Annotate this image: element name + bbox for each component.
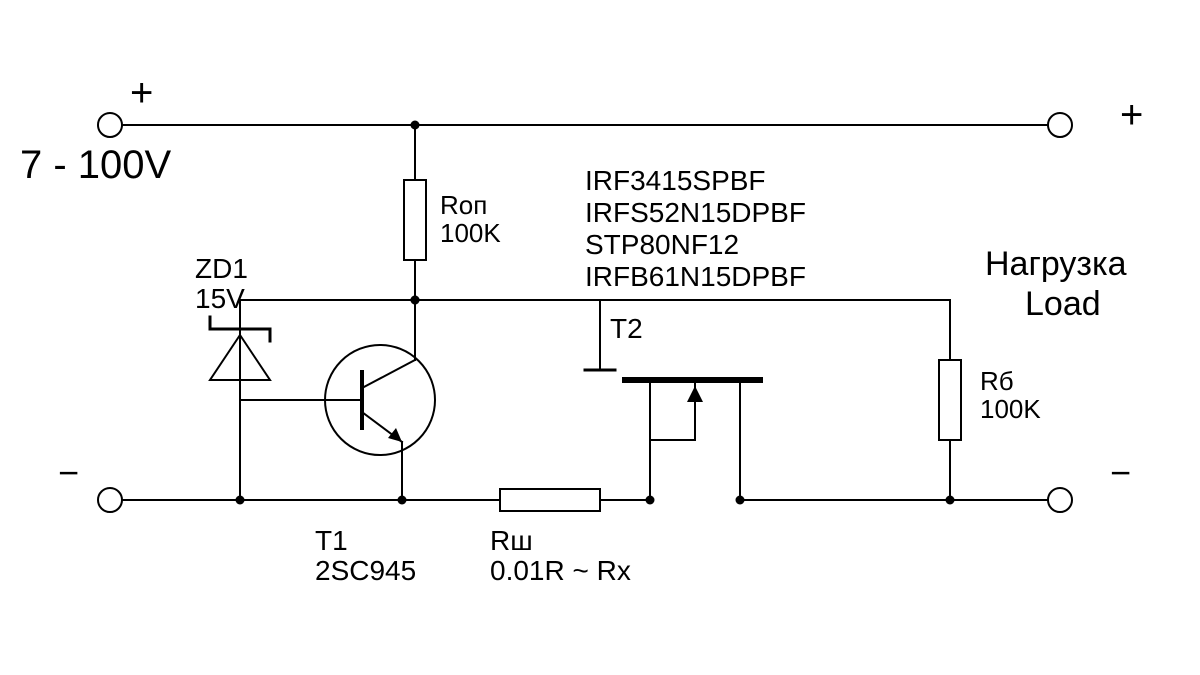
svg-text:7 - 100V: 7 - 100V bbox=[20, 143, 172, 187]
svg-text:15V: 15V bbox=[195, 283, 245, 314]
svg-text:Load: Load bbox=[1025, 285, 1101, 323]
svg-text:IRFB61N15DPBF: IRFB61N15DPBF bbox=[585, 261, 806, 292]
svg-text:−: − bbox=[1110, 452, 1131, 493]
svg-text:Rш: Rш bbox=[490, 525, 533, 556]
svg-text:Нагрузка: Нагрузка bbox=[985, 245, 1127, 283]
svg-text:2SC945: 2SC945 bbox=[315, 555, 416, 586]
svg-text:+: + bbox=[1120, 93, 1143, 137]
svg-text:100K: 100K bbox=[440, 218, 501, 248]
svg-text:IRF3415SPBF: IRF3415SPBF bbox=[585, 165, 766, 196]
svg-text:0.01R ~ Rx: 0.01R ~ Rx bbox=[490, 555, 631, 586]
svg-text:IRFS52N15DPBF: IRFS52N15DPBF bbox=[585, 197, 806, 228]
svg-text:Rоп: Rоп bbox=[440, 190, 487, 220]
svg-text:−: − bbox=[58, 452, 79, 493]
svg-text:+: + bbox=[130, 71, 153, 115]
svg-text:Rб: Rб bbox=[980, 366, 1014, 396]
svg-text:ZD1: ZD1 bbox=[195, 253, 248, 284]
svg-text:STP80NF12: STP80NF12 bbox=[585, 229, 739, 260]
svg-text:T2: T2 bbox=[610, 313, 643, 344]
svg-text:100K: 100K bbox=[980, 394, 1041, 424]
svg-text:T1: T1 bbox=[315, 525, 348, 556]
